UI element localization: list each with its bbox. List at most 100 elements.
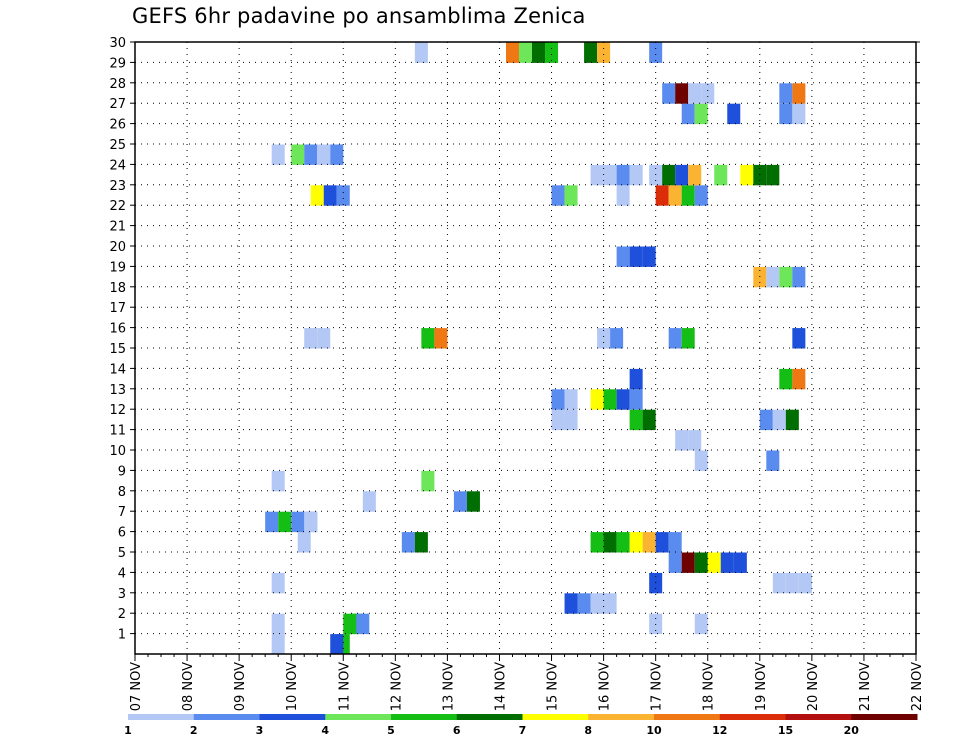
- heatmap-cell: [629, 164, 643, 186]
- x-tick-label: 21 NOV: [858, 662, 873, 711]
- y-tick-label: 9: [118, 464, 126, 479]
- y-tick-label: 6: [118, 526, 126, 541]
- x-axis: 07 NOV 08 NOV 09 NOV 10 NOV 11 NOV 12 NOV 13 N…: [129, 654, 925, 711]
- legend-label: 15: [778, 724, 793, 737]
- heatmap-cell: [740, 164, 754, 186]
- x-tick-label: 14 NOV: [493, 662, 508, 711]
- heatmap-cell: [694, 450, 708, 471]
- y-tick-label: 11: [109, 424, 126, 439]
- heatmap-cell: [271, 613, 285, 635]
- legend-swatch: [391, 714, 458, 720]
- heatmap-cell: [616, 185, 630, 206]
- heatmap-cell: [616, 532, 630, 553]
- heatmap-cell: [688, 83, 702, 104]
- legend-label: 10: [646, 724, 662, 737]
- heatmap-cell: [779, 83, 793, 104]
- heatmap-cell: [421, 470, 435, 492]
- heatmap-cell: [271, 572, 285, 594]
- heatmap-cell: [603, 593, 617, 614]
- heatmap-cell: [291, 511, 305, 533]
- legend-swatch: [654, 714, 721, 720]
- legend-swatch: [522, 714, 589, 720]
- heatmap-cell: [655, 532, 669, 553]
- legend-label: 20: [844, 724, 860, 737]
- heatmap-cell: [772, 572, 786, 594]
- heatmap-cell: [629, 409, 643, 431]
- heatmap-cell: [330, 144, 344, 165]
- heatmap-cell: [668, 185, 682, 206]
- heatmap-cell: [414, 42, 428, 63]
- heatmap-cell: [551, 185, 565, 206]
- x-tick-label: 09 NOV: [233, 662, 248, 711]
- legend-swatch: [128, 714, 195, 720]
- heatmap-cell: [772, 409, 786, 431]
- y-tick-label: 22: [109, 199, 126, 214]
- heatmap-cell: [707, 552, 721, 573]
- heatmap-cell: [649, 42, 663, 63]
- heatmap-cell: [714, 164, 728, 186]
- heatmap-cell: [505, 42, 519, 63]
- y-tick-label: 30: [109, 36, 126, 51]
- y-tick-label: 27: [109, 97, 126, 112]
- heatmap-cell: [518, 42, 533, 63]
- heatmap-cell: [766, 164, 780, 186]
- heatmap-cell: [564, 389, 578, 410]
- heatmap-cell: [616, 246, 630, 267]
- heatmap-cell: [564, 593, 578, 614]
- y-tick-label: 5: [118, 546, 126, 561]
- heatmap-cell: [727, 103, 741, 125]
- heatmap-cell: [681, 328, 695, 349]
- x-tick-label: 08 NOV: [181, 662, 196, 711]
- heatmap-cell: [564, 409, 578, 431]
- y-tick-label: 14: [109, 362, 126, 377]
- x-tick-label: 17 NOV: [650, 662, 665, 711]
- y-tick-label: 7: [118, 505, 126, 520]
- legend-label: 6: [453, 724, 461, 737]
- x-tick-label: 12 NOV: [389, 662, 404, 711]
- x-tick-label: 18 NOV: [702, 662, 717, 711]
- heatmap-cell: [597, 42, 611, 63]
- heatmap-cell: [675, 164, 689, 186]
- heatmap-cell: [681, 103, 695, 125]
- heatmap-cell: [694, 185, 708, 206]
- heatmap-cell: [317, 328, 331, 349]
- y-tick-label: 23: [109, 179, 126, 194]
- heatmap-cell: [597, 328, 611, 349]
- heatmap-cell: [271, 634, 285, 655]
- heatmap-cell: [694, 552, 708, 573]
- y-tick-label: 4: [118, 566, 126, 581]
- heatmap-cell: [323, 185, 337, 206]
- heatmap-cell: [590, 532, 604, 553]
- y-tick-label: 2: [118, 607, 126, 622]
- heatmap-cell: [590, 164, 604, 186]
- heatmap-cell: [603, 164, 617, 186]
- heatmap-cell: [532, 42, 546, 63]
- heatmap-cell: [304, 328, 318, 349]
- heatmap-cell: [779, 103, 793, 125]
- legend-swatch: [193, 714, 260, 720]
- heatmap-cell: [336, 185, 350, 206]
- x-tick-label: 11 NOV: [337, 662, 352, 711]
- heatmap-cell: [694, 613, 708, 635]
- y-tick-label: 26: [109, 118, 126, 133]
- heatmap-cell: [577, 593, 591, 614]
- x-tick-label: 20 NOV: [806, 662, 821, 711]
- heatmap-cell: [421, 328, 435, 349]
- heatmap-cell: [584, 42, 598, 63]
- heatmap-cell: [304, 144, 318, 165]
- heatmap-cell: [785, 572, 799, 594]
- heatmap-cell: [681, 185, 695, 206]
- heatmap-cell: [798, 572, 812, 594]
- y-tick-label: 16: [109, 322, 126, 337]
- heatmap-cell: [629, 368, 643, 390]
- heatmap-cell: [668, 328, 682, 349]
- legend-label: 5: [387, 724, 395, 737]
- legend-label: 3: [256, 724, 264, 737]
- heatmap-cell: [304, 511, 318, 533]
- grid-layer: [135, 42, 916, 654]
- y-tick-label: 1: [118, 628, 126, 643]
- legend-label: 7: [519, 724, 527, 737]
- heatmap-cell: [792, 266, 806, 288]
- heatmap-cell: [649, 572, 663, 594]
- heatmap-cell: [662, 83, 676, 104]
